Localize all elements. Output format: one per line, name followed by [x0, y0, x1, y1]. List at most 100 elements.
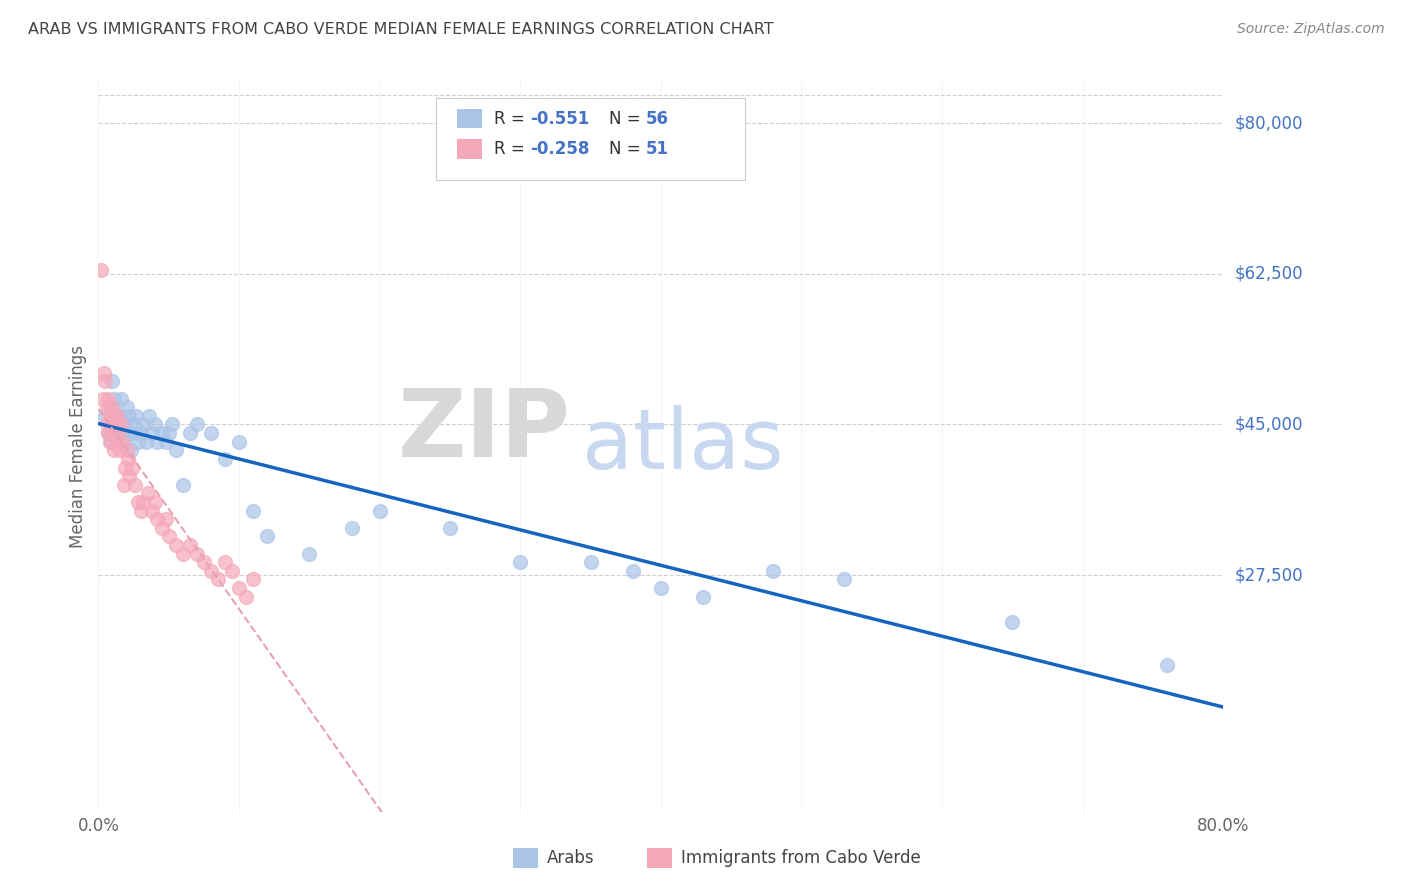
Point: [127, 434, 149, 449]
Text: -0.551: -0.551: [530, 110, 589, 128]
Point: [135, 434, 157, 449]
Point: [105, 426, 128, 441]
Point: [136, 486, 159, 500]
Point: [105, 409, 128, 423]
Point: [186, 417, 208, 432]
Point: [96, 417, 118, 432]
Point: [650, 581, 672, 595]
Point: [193, 555, 215, 569]
Point: [129, 503, 152, 517]
Point: [143, 417, 166, 432]
Text: N =: N =: [609, 110, 645, 128]
Point: [235, 590, 257, 604]
Point: [579, 555, 602, 569]
Point: [120, 443, 142, 458]
Point: [107, 426, 129, 441]
Text: $45,000: $45,000: [1234, 416, 1303, 434]
Point: [150, 426, 173, 441]
Point: [115, 443, 138, 458]
Point: [186, 547, 208, 561]
Point: [141, 503, 163, 517]
Text: $62,500: $62,500: [1234, 265, 1303, 283]
Text: atlas: atlas: [582, 406, 783, 486]
Point: [146, 434, 169, 449]
Point: [110, 392, 132, 406]
Point: [117, 426, 139, 441]
Point: [1156, 658, 1178, 673]
Point: [98, 409, 121, 423]
Point: [132, 417, 155, 432]
Point: [101, 401, 124, 415]
Point: [129, 426, 152, 441]
Text: -0.258: -0.258: [530, 140, 589, 158]
Point: [103, 443, 125, 458]
Point: [100, 434, 122, 449]
Point: [97, 426, 120, 441]
Point: [160, 417, 183, 432]
Point: [146, 512, 169, 526]
Text: $27,500: $27,500: [1234, 566, 1303, 584]
Point: [122, 417, 145, 432]
Point: [121, 460, 143, 475]
Text: R =: R =: [494, 140, 530, 158]
Point: [692, 590, 714, 604]
Point: [101, 375, 124, 389]
Point: [112, 477, 135, 491]
Point: [157, 529, 180, 543]
Point: [98, 401, 121, 415]
Point: [214, 555, 236, 569]
Point: [832, 573, 855, 587]
Point: [165, 538, 187, 552]
Point: [110, 417, 132, 432]
Point: [256, 529, 278, 543]
Point: [179, 426, 201, 441]
Point: [221, 564, 243, 578]
Text: 56: 56: [645, 110, 668, 128]
Point: [107, 417, 129, 432]
Point: [621, 564, 644, 578]
Point: [172, 477, 194, 491]
Point: [111, 426, 134, 441]
Point: [97, 426, 120, 441]
Text: ZIP: ZIP: [398, 385, 571, 477]
Point: [509, 555, 531, 569]
Point: [155, 512, 177, 526]
Point: [108, 443, 131, 458]
Point: [91, 392, 114, 406]
Point: [118, 469, 141, 483]
Text: Arabs: Arabs: [547, 849, 595, 867]
Point: [439, 521, 461, 535]
Text: N =: N =: [609, 140, 645, 158]
Text: R =: R =: [494, 110, 530, 128]
Point: [101, 417, 124, 432]
Point: [150, 521, 173, 535]
Point: [93, 366, 115, 380]
Point: [207, 573, 229, 587]
Point: [124, 477, 146, 491]
Point: [242, 503, 264, 517]
Point: [98, 434, 121, 449]
Text: Immigrants from Cabo Verde: Immigrants from Cabo Verde: [681, 849, 921, 867]
Point: [1001, 615, 1024, 630]
Point: [114, 417, 136, 432]
Point: [214, 451, 236, 466]
Point: [200, 564, 222, 578]
Text: $80,000: $80,000: [1234, 114, 1303, 132]
Point: [762, 564, 785, 578]
Text: Source: ZipAtlas.com: Source: ZipAtlas.com: [1237, 22, 1385, 37]
Point: [117, 451, 139, 466]
Point: [94, 409, 117, 423]
Point: [228, 581, 250, 595]
Point: [143, 495, 166, 509]
Point: [103, 409, 125, 423]
Point: [165, 443, 187, 458]
Point: [125, 409, 148, 423]
Point: [108, 409, 131, 423]
Point: [100, 417, 122, 432]
Point: [104, 409, 127, 423]
Point: [111, 434, 134, 449]
Point: [124, 426, 146, 441]
Point: [90, 262, 112, 277]
Point: [242, 573, 264, 587]
Point: [172, 547, 194, 561]
